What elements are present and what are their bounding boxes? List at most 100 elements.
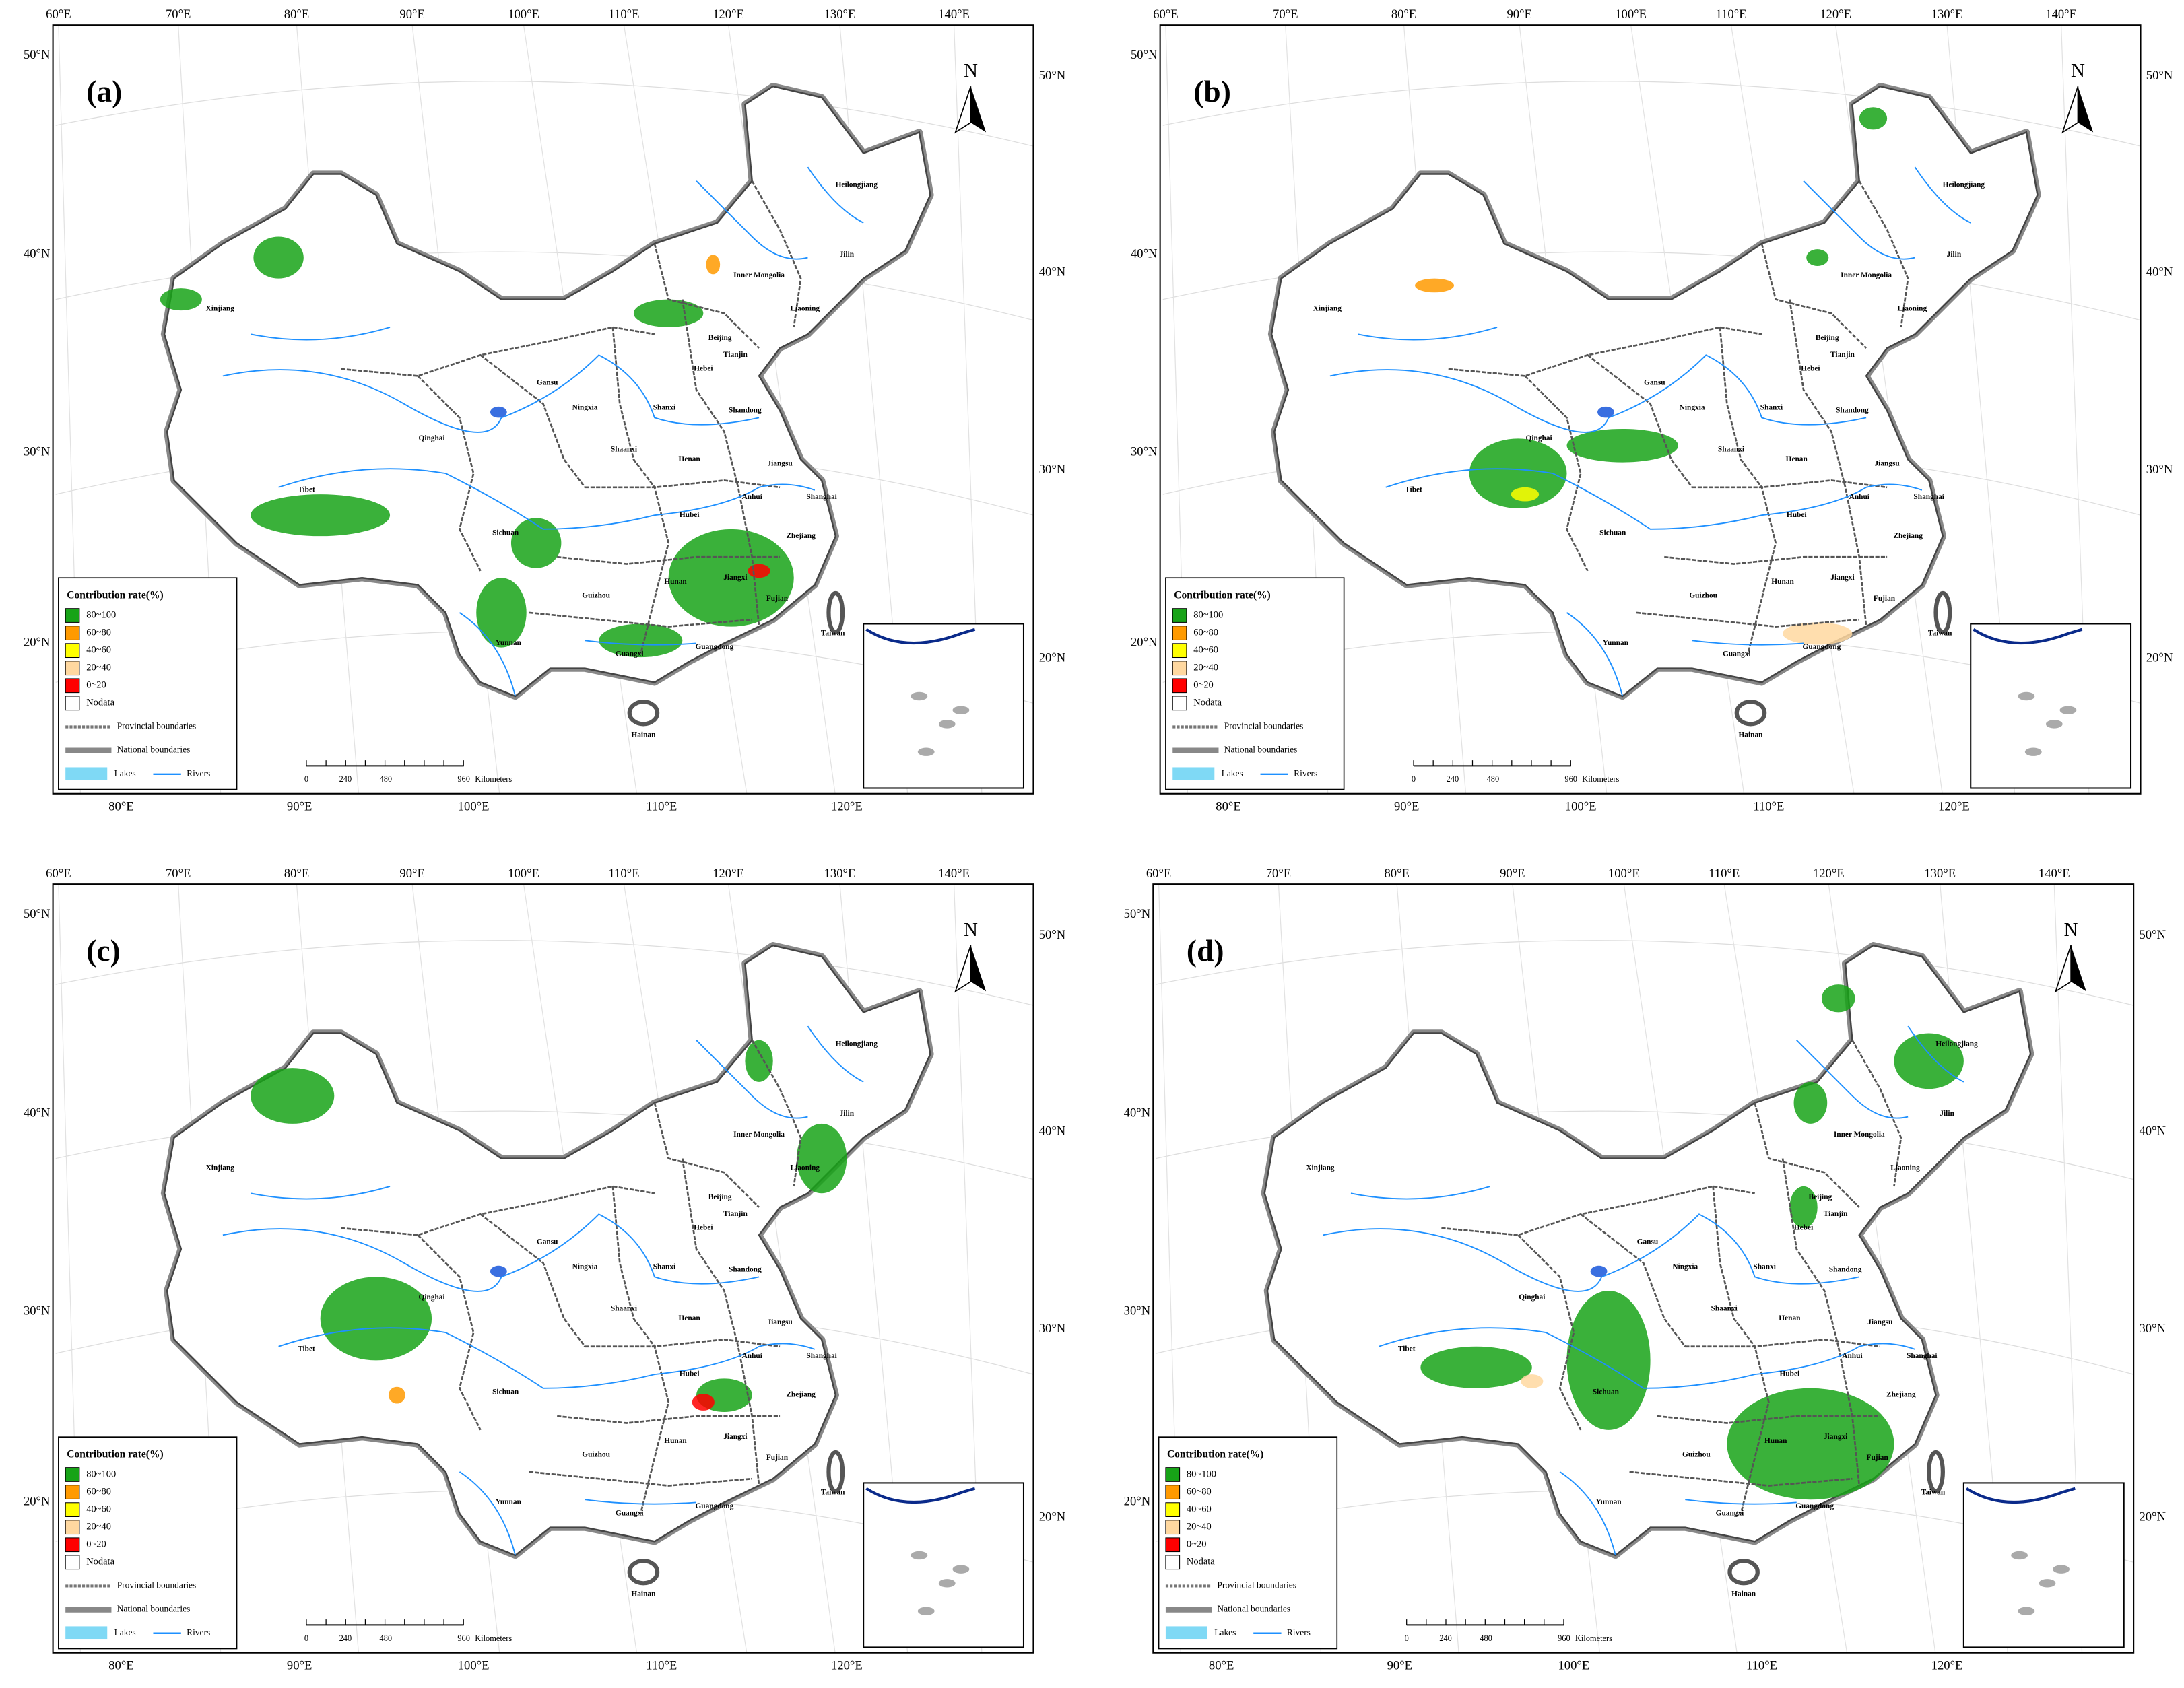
vegetation-patch — [1566, 1291, 1651, 1430]
province-label: Yunnan — [1595, 1498, 1622, 1506]
latitude-label: 50°N — [2146, 69, 2173, 83]
latitude-label: 30°N — [24, 1304, 51, 1318]
legend-swatch — [1172, 643, 1187, 659]
legend-label: 80~100 — [86, 609, 116, 620]
provincial-boundary — [681, 1158, 760, 1486]
province-label: Henan — [679, 455, 701, 463]
legend-title: Contribution rate(%) — [67, 590, 163, 601]
inset-islands — [938, 1579, 956, 1588]
inset-box — [863, 623, 1025, 789]
lake — [490, 406, 507, 418]
scale-bar-unit: Kilometers — [475, 774, 512, 784]
longitude-label: 70°E — [166, 867, 191, 881]
river — [222, 1213, 760, 1292]
longitude-label: 80°E — [1209, 1659, 1234, 1673]
legend-label: Provincial boundaries — [117, 1580, 197, 1590]
provincial-boundary — [1629, 1471, 1853, 1487]
province-label: Tibet — [1398, 1345, 1416, 1353]
legend-swatch — [65, 608, 80, 623]
vegetation-patch — [1415, 278, 1454, 293]
vegetation-patch — [388, 1386, 405, 1404]
legend-box — [58, 577, 238, 790]
province-label: Sichuan — [1593, 1388, 1620, 1396]
province-label: Tianjin — [1830, 351, 1855, 359]
longitude-label: 130°E — [824, 867, 856, 881]
provincial-boundary — [529, 611, 752, 628]
north-label: N — [2071, 60, 2085, 81]
longitude-label: 60°E — [46, 867, 71, 881]
hainan — [1727, 1559, 1760, 1586]
inset-islands — [911, 1551, 928, 1560]
hainan — [1734, 700, 1767, 727]
province-label: Guangdong — [1795, 1502, 1834, 1510]
province-label: Hunan — [664, 578, 687, 586]
longitude-label: 80°E — [1384, 867, 1409, 881]
taiwan — [826, 590, 845, 634]
inset-coast — [865, 628, 976, 645]
lake — [1597, 406, 1614, 418]
province-label: Sichuan — [492, 1388, 519, 1396]
province-label: Beijing — [708, 334, 732, 342]
longitude-label: 110°E — [608, 7, 639, 22]
legend-lake-swatch — [1165, 1626, 1207, 1640]
province-label: Hunan — [1764, 1437, 1787, 1445]
legend-label: National boundaries — [117, 1604, 191, 1614]
latitude-label: 40°N — [24, 247, 51, 261]
longitude-label: 130°E — [824, 7, 856, 22]
longitude-label: 90°E — [1507, 7, 1531, 22]
north-label: N — [964, 919, 978, 941]
legend-label: 80~100 — [1193, 609, 1223, 620]
vegetation-patch — [745, 1040, 773, 1082]
province-label: Xinjiang — [1313, 305, 1342, 313]
longitude-label: 100°E — [458, 800, 490, 814]
scale-bar-label: 480 — [1487, 774, 1500, 784]
scale-bar-label: 480 — [1480, 1633, 1492, 1643]
province-label: Beijing — [1816, 334, 1839, 342]
legend-swatch — [65, 1520, 80, 1535]
province-label: Qinghai — [419, 434, 445, 442]
latitude-label: 40°N — [2139, 1124, 2166, 1139]
province-label: Shandong — [1836, 407, 1869, 415]
river — [696, 1040, 808, 1119]
river — [459, 612, 517, 697]
latitude-label: 30°N — [2146, 463, 2173, 477]
province-label: Shandong — [729, 407, 762, 415]
latitude-label: 30°N — [1124, 1304, 1151, 1318]
province-label: Hunan — [664, 1437, 687, 1445]
longitude-label: 100°E — [508, 7, 539, 22]
province-label: Anhui — [742, 493, 762, 501]
province-label: Guangdong — [695, 643, 733, 651]
legend-label: 0~20 — [1187, 1539, 1207, 1550]
vegetation-patch — [599, 623, 683, 658]
legend-label: Rivers — [187, 768, 210, 778]
legend-label: Lakes — [1222, 768, 1243, 778]
vegetation-patch — [1420, 1346, 1532, 1388]
province-label: Inner Mongolia — [1834, 1130, 1885, 1139]
legend-label: 0~20 — [86, 1539, 106, 1550]
vegetation-patch — [1511, 487, 1540, 502]
legend-label: Rivers — [1294, 768, 1317, 778]
vegetation-patch — [668, 529, 794, 627]
river — [585, 640, 697, 646]
province-label: Shanxi — [653, 404, 675, 412]
latitude-label: 20°N — [1039, 1510, 1066, 1524]
river — [1379, 1327, 1915, 1389]
longitude-label: 70°E — [1273, 7, 1298, 22]
river — [278, 468, 816, 530]
legend-swatch — [1165, 1537, 1181, 1553]
legend-label: National boundaries — [117, 745, 191, 755]
legend-label: 60~80 — [86, 1486, 111, 1497]
latitude-label: 30°N — [1131, 444, 1158, 459]
legend-swatch — [65, 661, 80, 676]
inset-islands — [2039, 1579, 2056, 1588]
graticule-line — [1156, 940, 2134, 1006]
scale-bar-label: 960 — [457, 774, 470, 784]
province-label: Zhejiang — [1886, 1391, 1916, 1399]
inset-islands — [2018, 691, 2035, 701]
province-label: Taiwan — [1928, 630, 1952, 638]
province-label: Taiwan — [1921, 1489, 1946, 1497]
provincial-boundary — [1441, 1185, 1755, 1236]
longitude-label: 110°E — [1746, 1659, 1777, 1673]
inset-islands — [917, 1607, 935, 1615]
province-label: Tianjin — [723, 1210, 748, 1218]
